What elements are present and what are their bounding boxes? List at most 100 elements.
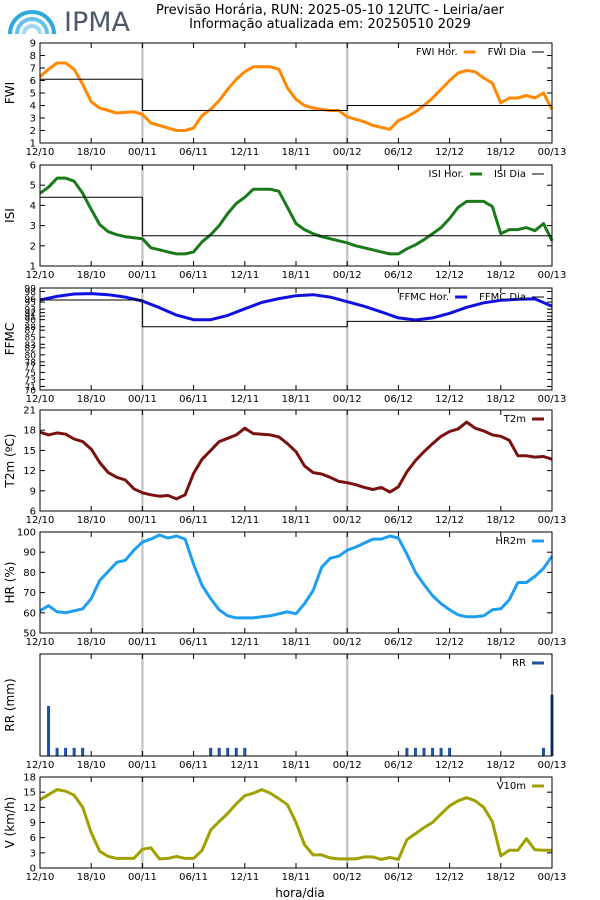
ffmc-ytick-label: 70	[25, 387, 37, 397]
rr-bar	[55, 747, 59, 756]
run-title: Previsão Horária, RUN: 2025-05-10 12UTC …	[156, 3, 504, 18]
hr2m-xtick-label: 12/11	[230, 637, 259, 648]
v10m-ytick-label: 18	[23, 773, 36, 784]
v10m-xtick-label: 18/10	[77, 872, 106, 883]
ffmc-xtick-label: 00/11	[128, 394, 157, 405]
fwi-xtick-label: 00/13	[538, 147, 567, 158]
t2m-xtick-label: 00/12	[333, 515, 362, 526]
ffmc-legend-label: FFMC Hor.	[399, 292, 449, 303]
fwi-ytick-label: 7	[30, 64, 36, 75]
v10m-xtick-label: 06/11	[179, 872, 208, 883]
v10m-ytick-label: 0	[30, 864, 36, 875]
fwi-ytick-label: 2	[30, 126, 36, 137]
t2m-ytick-label: 6	[30, 507, 36, 518]
hr2m-xtick-label: 18/10	[77, 637, 106, 648]
v10m-hourly-line	[39, 788, 552, 861]
rr-bar	[243, 747, 247, 756]
v10m-legend-label: V10m	[497, 781, 526, 792]
t2m-hourly-line	[39, 420, 553, 501]
ipma-logo: IPMA	[6, 4, 130, 40]
isi-xtick-label: 18/12	[486, 270, 515, 281]
rr-bar	[217, 747, 221, 756]
rr-bar	[541, 747, 545, 756]
t2m-ylabel: T2m (ºC)	[3, 434, 17, 489]
rr-frame	[39, 653, 553, 757]
rr-bar	[413, 747, 417, 756]
ffmc-xtick-label: 18/12	[486, 394, 515, 405]
v10m-xtick-label: 18/11	[282, 872, 311, 883]
fwi-xtick-label: 18/11	[282, 147, 311, 158]
v10m-xtick-label: 00/11	[128, 872, 157, 883]
t2m-ytick-label: 12	[23, 466, 36, 477]
isi-xtick-label: 06/11	[179, 270, 208, 281]
fwi-xtick-label: 12/11	[230, 147, 259, 158]
t2m-xtick-label: 12/11	[230, 515, 259, 526]
v10m-ytick-label: 6	[30, 833, 36, 844]
fwi-ylabel: FWI	[3, 82, 17, 104]
ffmc-xtick-label: 00/13	[538, 394, 567, 405]
hr2m-legend-label: HR2m	[495, 536, 526, 547]
t2m-ytick-label: 21	[23, 406, 36, 417]
rr-bar	[234, 747, 238, 756]
ffmc-xtick-label: 12/12	[435, 394, 464, 405]
fwi-ytick-label: 4	[30, 101, 36, 112]
hr2m-xtick-label: 12/10	[26, 637, 55, 648]
isi-xtick-label: 06/12	[384, 270, 413, 281]
ffmc-ytick-label: 77	[25, 362, 36, 372]
t2m-xtick-label: 00/11	[128, 515, 157, 526]
logo-text: IPMA	[64, 7, 131, 38]
t2m-xtick-label: 12/10	[26, 515, 55, 526]
hr2m-ytick-label: 90	[23, 548, 36, 559]
hr2m-xtick-label: 00/11	[128, 637, 157, 648]
isi-ytick-label: 1	[30, 262, 36, 273]
rr-bar	[422, 747, 426, 756]
fwi-xtick-label: 18/10	[77, 147, 106, 158]
ffmc-ytick-label: 78	[25, 358, 37, 368]
fwi-legend-label: FWI Dia	[488, 47, 526, 58]
rr-xtick-label: 06/11	[179, 760, 208, 771]
hr2m-hourly-line	[39, 533, 554, 620]
fwi-ytick-label: 5	[30, 89, 36, 100]
hr2m-xtick-label: 18/11	[282, 637, 311, 648]
ffmc-hourly-line	[39, 292, 553, 322]
rr-bar	[47, 706, 51, 756]
ffmc-ytick-label: 82	[25, 344, 36, 354]
fwi-xtick-label: 18/12	[486, 147, 515, 158]
ffmc-xtick-label: 12/11	[230, 394, 259, 405]
rr-xtick-label: 18/11	[282, 760, 311, 771]
t2m-frame	[39, 409, 553, 512]
v10m-xtick-label: 12/12	[435, 872, 464, 883]
hr2m-xtick-label: 00/12	[333, 637, 362, 648]
rr-ylabel: RR (mm)	[3, 678, 17, 731]
fwi-daily-line	[40, 78, 552, 111]
t2m-legend-label: T2m	[503, 414, 526, 425]
isi-ytick-label: 3	[30, 221, 36, 232]
fwi-ytick-label: 8	[30, 51, 36, 62]
rr-xtick-label: 12/11	[230, 760, 259, 771]
isi-xtick-label: 00/13	[538, 270, 567, 281]
ffmc-xtick-label: 18/10	[77, 394, 106, 405]
hr2m-xtick-label: 00/13	[538, 637, 567, 648]
t2m-xtick-label: 18/11	[282, 515, 311, 526]
ffmc-ytick-label: 92	[25, 309, 36, 319]
rr-xtick-label: 18/10	[77, 760, 106, 771]
rr-bar	[81, 747, 85, 756]
fwi-xtick-label: 00/12	[333, 147, 362, 158]
isi-daily-line	[40, 196, 552, 237]
t2m-xtick-label: 06/12	[384, 515, 413, 526]
rr-xtick-label: 00/12	[333, 760, 362, 771]
hr2m-ytick-label: 70	[23, 588, 36, 599]
ffmc-ytick-label: 87	[25, 327, 36, 337]
ffmc-ytick-label: 95	[25, 299, 36, 309]
fwi-ytick-label: 3	[30, 114, 36, 125]
fwi-hourly-line	[39, 61, 554, 132]
rr-xtick-label: 12/10	[26, 760, 55, 771]
fwi-legend-label: FWI Hor.	[416, 47, 458, 58]
rr-bar	[448, 747, 452, 756]
hr2m-ytick-label: 80	[23, 568, 36, 579]
ffmc-ylabel: FFMC	[3, 323, 17, 356]
isi-xtick-label: 12/11	[230, 270, 259, 281]
t2m-ytick-label: 15	[23, 446, 36, 457]
isi-legend-label: ISI Dia	[494, 169, 526, 180]
fwi-ytick-label: 1	[30, 139, 36, 150]
